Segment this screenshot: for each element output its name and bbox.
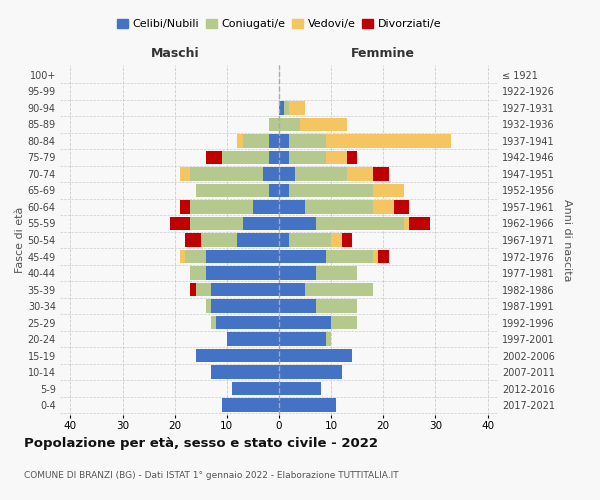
Bar xyxy=(221,151,269,164)
Bar xyxy=(227,332,279,345)
Text: COMUNE DI BRANZI (BG) - Dati ISTAT 1° gennaio 2022 - Elaborazione TUTTITALIA.IT: COMUNE DI BRANZI (BG) - Dati ISTAT 1° ge… xyxy=(24,470,398,480)
Y-axis label: Fasce di età: Fasce di età xyxy=(14,207,25,273)
Bar xyxy=(201,234,237,246)
Bar xyxy=(180,168,190,180)
Bar xyxy=(341,234,352,246)
Bar xyxy=(331,316,357,329)
Bar xyxy=(279,102,284,114)
Bar xyxy=(253,200,279,213)
Bar xyxy=(326,250,373,263)
Bar xyxy=(279,118,300,131)
Bar xyxy=(190,200,253,213)
Bar xyxy=(378,250,389,263)
Bar xyxy=(206,151,221,164)
Bar xyxy=(269,118,279,131)
Bar xyxy=(196,283,211,296)
Bar xyxy=(279,349,352,362)
Bar xyxy=(279,332,326,345)
Bar xyxy=(305,200,373,213)
Bar xyxy=(185,234,201,246)
Bar xyxy=(289,234,331,246)
Bar xyxy=(185,250,206,263)
Bar xyxy=(232,382,279,395)
Bar xyxy=(279,316,331,329)
Bar xyxy=(190,283,196,296)
Bar xyxy=(211,283,279,296)
Bar xyxy=(279,283,305,296)
Bar xyxy=(237,134,242,147)
Bar xyxy=(326,134,451,147)
Bar xyxy=(289,134,326,147)
Bar xyxy=(373,184,404,197)
Bar xyxy=(316,300,357,312)
Bar xyxy=(289,184,373,197)
Bar xyxy=(170,217,190,230)
Bar xyxy=(242,134,269,147)
Bar xyxy=(279,398,337,411)
Bar xyxy=(373,168,389,180)
Bar xyxy=(190,168,263,180)
Bar xyxy=(279,250,326,263)
Bar xyxy=(305,283,373,296)
Bar xyxy=(237,234,279,246)
Bar xyxy=(279,266,316,280)
Bar xyxy=(326,151,347,164)
Bar xyxy=(347,168,373,180)
Y-axis label: Anni di nascita: Anni di nascita xyxy=(562,198,572,281)
Bar xyxy=(279,234,289,246)
Bar xyxy=(242,217,279,230)
Bar xyxy=(269,184,279,197)
Bar xyxy=(289,102,305,114)
Bar xyxy=(409,217,430,230)
Bar xyxy=(221,398,279,411)
Bar xyxy=(373,250,378,263)
Bar xyxy=(279,382,321,395)
Bar xyxy=(269,151,279,164)
Bar xyxy=(269,134,279,147)
Bar xyxy=(300,118,347,131)
Bar xyxy=(404,217,409,230)
Bar xyxy=(284,102,289,114)
Bar xyxy=(394,200,409,213)
Bar xyxy=(279,366,341,378)
Bar xyxy=(316,266,357,280)
Bar xyxy=(263,168,279,180)
Bar xyxy=(279,168,295,180)
Bar xyxy=(331,234,341,246)
Bar xyxy=(279,184,289,197)
Bar xyxy=(211,300,279,312)
Bar xyxy=(196,184,269,197)
Text: Maschi: Maschi xyxy=(151,47,199,60)
Bar xyxy=(295,168,347,180)
Bar xyxy=(190,217,242,230)
Bar xyxy=(279,217,316,230)
Bar xyxy=(211,366,279,378)
Bar xyxy=(289,151,326,164)
Legend: Celibi/Nubili, Coniugati/e, Vedovi/e, Divorziati/e: Celibi/Nubili, Coniugati/e, Vedovi/e, Di… xyxy=(112,14,446,34)
Bar xyxy=(279,151,289,164)
Text: Femmine: Femmine xyxy=(351,47,415,60)
Text: Popolazione per età, sesso e stato civile - 2022: Popolazione per età, sesso e stato civil… xyxy=(24,438,378,450)
Bar xyxy=(206,300,211,312)
Bar xyxy=(206,250,279,263)
Bar xyxy=(211,316,217,329)
Bar xyxy=(206,266,279,280)
Bar xyxy=(373,200,394,213)
Bar xyxy=(326,332,331,345)
Bar xyxy=(180,250,185,263)
Bar xyxy=(316,217,404,230)
Bar xyxy=(279,134,289,147)
Bar xyxy=(279,200,305,213)
Bar xyxy=(347,151,357,164)
Bar xyxy=(279,300,316,312)
Bar xyxy=(217,316,279,329)
Bar xyxy=(196,349,279,362)
Bar xyxy=(180,200,190,213)
Bar xyxy=(190,266,206,280)
